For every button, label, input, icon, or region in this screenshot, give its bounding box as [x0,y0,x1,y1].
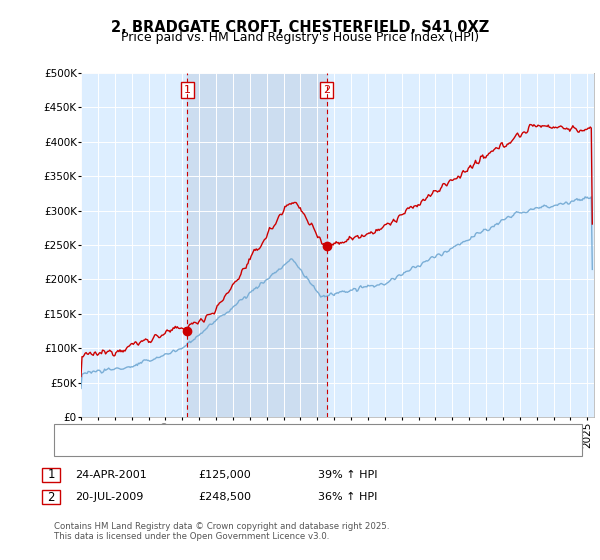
Text: Contains HM Land Registry data © Crown copyright and database right 2025.
This d: Contains HM Land Registry data © Crown c… [54,522,389,542]
Text: HPI: Average price, detached house, Chesterfield: HPI: Average price, detached house, Ches… [102,444,358,453]
Text: £125,000: £125,000 [198,470,251,480]
Text: 2: 2 [47,491,55,504]
Text: Price paid vs. HM Land Registry's House Price Index (HPI): Price paid vs. HM Land Registry's House … [121,31,479,44]
Text: 2, BRADGATE CROFT, CHESTERFIELD, S41 0XZ (detached house): 2, BRADGATE CROFT, CHESTERFIELD, S41 0XZ… [102,428,439,438]
Text: 1: 1 [184,85,191,95]
Text: 39% ↑ HPI: 39% ↑ HPI [318,470,377,480]
Text: £248,500: £248,500 [198,492,251,502]
Text: 24-APR-2001: 24-APR-2001 [75,470,147,480]
Text: 2: 2 [323,85,330,95]
Text: 20-JUL-2009: 20-JUL-2009 [75,492,143,502]
Text: 1: 1 [47,468,55,482]
Text: 2, BRADGATE CROFT, CHESTERFIELD, S41 0XZ: 2, BRADGATE CROFT, CHESTERFIELD, S41 0XZ [111,20,489,35]
Bar [187,73,326,417]
Text: 36% ↑ HPI: 36% ↑ HPI [318,492,377,502]
